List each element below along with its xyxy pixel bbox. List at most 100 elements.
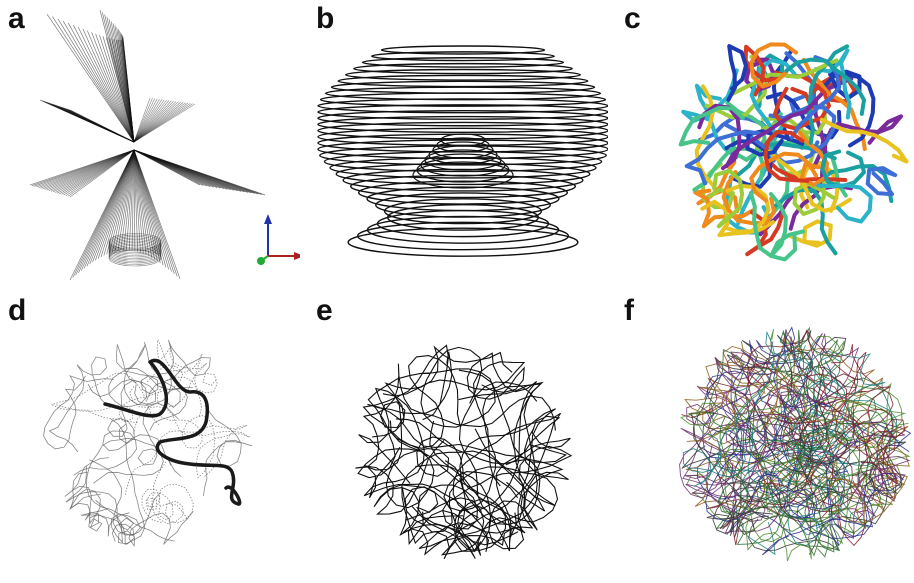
loop-ellipse [108,233,162,250]
helix-ring [371,51,555,62]
colored-strand [866,425,903,499]
fan-line [72,24,135,143]
colored-strand [706,453,838,523]
colored-strand [765,402,830,457]
fan-line [62,20,135,143]
colored-strand [779,326,830,438]
tube-strand [749,151,819,203]
colored-strand [786,351,867,448]
thin-strand [133,412,216,479]
fan-line [133,100,172,143]
thin-strand [70,471,130,537]
colored-strand [852,403,896,477]
colored-strand [719,472,876,530]
colored-strand [783,333,860,447]
loop-ellipse [108,243,162,261]
colored-strand [816,449,884,513]
panel-b-label: b [316,2,335,35]
highlighted-chain [103,358,242,506]
colored-strand [757,431,876,473]
loop-ellipse [108,246,162,264]
fan-line [77,26,135,143]
black-strand [418,408,556,553]
panel-d-figure [43,339,253,547]
fan-line [105,37,135,143]
fan-line [133,101,182,143]
fan-line [133,98,153,143]
colored-strand [712,463,842,529]
thin-strand [156,339,218,394]
colored-strand [687,411,769,538]
colored-strand [794,430,906,497]
y-axis-arrowhead [257,257,265,265]
helix-ring [383,198,543,225]
colored-strand [745,329,811,486]
fan-line [133,103,191,143]
colored-strand [802,373,857,418]
panel-e-label: e [316,294,333,327]
fan-line [133,149,144,254]
fan-line [120,149,135,251]
colored-strand [682,427,747,487]
panel-c-label: c [624,2,641,35]
thin-strand [143,339,211,401]
fan-line [99,34,135,143]
tube-strand [724,99,818,168]
black-strand [364,345,513,515]
fan-line [102,36,135,143]
panel-a-figure [29,9,300,281]
colored-strand [721,415,835,530]
colored-strand [684,445,760,515]
tube-strand [816,183,873,224]
colored-strand [718,377,884,465]
loop-ellipse [108,234,162,252]
colored-strand [804,410,874,534]
fan-line [133,100,174,143]
colored-strand [831,399,910,477]
colored-strand [736,390,800,454]
helix-ring [317,115,608,133]
helix-ring [317,104,608,120]
fan-line [67,22,135,143]
fan-line [133,100,170,143]
fan-line [95,33,135,143]
fan-line [133,102,186,143]
colored-strand [679,403,746,499]
fan-line [133,149,147,255]
black-strand [362,344,461,449]
colored-strand [732,455,853,546]
thin-strand [107,380,157,444]
colored-strand [756,326,833,409]
colored-strand [731,355,813,503]
fan-line [87,30,135,143]
fan-line [133,149,266,196]
fan-line [133,149,181,279]
tube-strand [835,114,903,145]
tube-strand [784,51,817,117]
fan-line [133,102,189,143]
tube-strand [712,168,745,229]
fan-line [113,39,135,143]
helix-ring [353,62,573,75]
helix-ring [324,86,602,101]
thin-strand [48,356,117,453]
thin-strand [64,457,110,525]
loop-ellipse [108,249,162,267]
fan-line [126,149,135,251]
tube-strand [769,192,805,258]
fan-line [114,149,135,252]
fan-line [82,28,135,143]
thin-strand [81,418,146,546]
colored-strand [755,350,819,421]
z-axis-arrowhead [264,214,272,224]
thin-strand [93,402,179,484]
thin-strand [156,345,208,417]
colored-strand [714,330,800,473]
fan-line [133,103,193,143]
loop-ellipse [108,248,162,265]
helix-ring [319,92,607,107]
fan-line [69,109,135,143]
helix-ring [317,109,608,127]
colored-strand [685,450,766,508]
fan-line [133,149,136,251]
